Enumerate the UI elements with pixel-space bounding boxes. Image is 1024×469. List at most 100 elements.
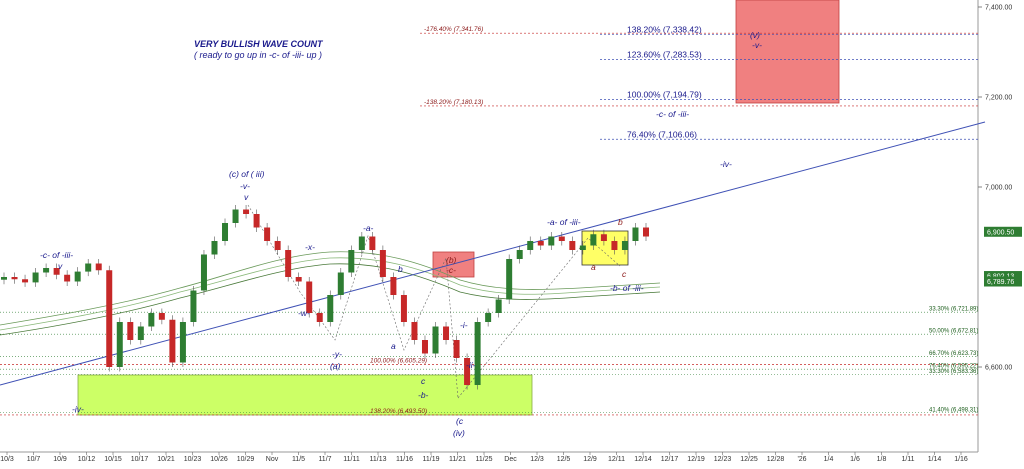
candle-body [95,263,102,271]
trendline [0,121,986,386]
x-tick-label: 12/23 [714,456,732,463]
candle-body [190,290,197,322]
ma-line-3 [0,263,661,336]
candle-body [400,295,407,322]
candle-body [611,241,618,250]
candle-body [211,241,218,255]
wave-label: -v- [752,40,762,50]
candle-body [590,234,597,246]
x-tick-label: 12/28 [767,456,785,463]
candle-body [348,250,355,273]
fib-label-green: 66.70% (6,623.73) [929,351,978,357]
fib-label-green: 50.00% (6,672.81) [929,329,978,335]
y-tick-label: 7,400.00 [985,5,1012,12]
fib-label-red: -176.40% (7,341.76) [424,26,483,33]
candle-body [285,250,292,277]
candle-body [537,241,544,246]
x-tick-label: 1/16 [954,456,968,463]
b-box [432,251,475,278]
x-tick-label: 10/9 [53,456,67,463]
candle-body [137,326,144,340]
candle-body [85,263,92,272]
x-tick-label: 11/21 [449,456,466,463]
candle-body [411,322,418,340]
candle-body [53,268,60,275]
candle-body [600,234,607,241]
y-tick-label: 7,000.00 [985,185,1012,192]
candle-body [453,340,460,358]
candle-body [464,358,471,385]
wave-label: (c [456,416,464,426]
candle-body [474,322,481,385]
candle-body [243,209,250,214]
moving-averages [0,251,661,336]
x-tick-label: 10/29 [237,456,255,463]
wave-label: -v- [240,181,250,191]
candle-body [643,227,649,237]
x-tick-label: 12/17 [661,456,679,463]
x-tick-label: 1/11 [901,456,914,463]
candle-body [558,236,565,241]
price-tag-label: 6,900.50 [987,229,1014,236]
candle-body [390,277,397,295]
wave-label: -b- of -iii- [610,283,644,293]
fib-label-blue: 100.00% (7,194.79) [627,89,702,99]
candle-body [548,236,555,246]
x-tick-label: 11/25 [476,456,493,463]
wave-label: -iv- [720,159,732,169]
y-tick-label: 7,200.00 [985,95,1012,102]
x-tick-label: 12/3 [530,456,544,463]
candle-body [264,227,271,241]
wave-label: (a) [330,361,341,371]
candle-body [506,259,513,300]
candle-body [127,322,134,340]
candle-body [169,319,176,363]
candle-body [632,227,639,241]
wave-label: v [58,261,63,271]
x-tick-label: 12/25 [740,456,758,463]
candle-body [253,214,260,228]
wave-label: c [421,376,426,386]
price-tag-label: 6,789.76 [987,279,1014,286]
candle-body [222,223,229,241]
candle-body [527,241,534,250]
wave-label: -c- of -iii- [656,109,689,119]
candle-body [369,236,376,250]
candle-body [200,254,207,291]
candle-body [569,241,576,250]
candle-body [116,322,123,367]
candle-body [358,236,365,250]
wave-label: a [591,262,596,272]
wave-label: (iv) [453,428,465,438]
candle-body [179,322,186,363]
wave-label: -c- [446,265,456,275]
fib-label-blue: 76.40% (7,106.06) [627,129,697,139]
x-tick-label: 10/17 [131,456,149,463]
wave-label: -ii- [466,360,476,370]
candle-body [43,268,50,273]
price-tag-box [984,271,1022,282]
candle-body [106,270,113,367]
x-tick-label: 11/19 [423,456,440,463]
wave-connector [247,204,459,399]
chart-title: VERY BULLISH WAVE COUNT [194,39,324,49]
x-tick-label: 10/7 [27,456,41,463]
fib-label-blue: 123.60% (7,283.53) [627,49,702,59]
x-axis-ticks: 10/3 10/7 10/9 10/12 10/15 10/17 10/21 10/23 10/… [0,452,968,463]
y-axis-ticks: 7,400.00 7,200.00 7,000.00 6,600.00 [978,5,1012,372]
wave-label: c [622,269,627,279]
candle-body [432,326,439,354]
candle-body [1,277,7,280]
x-tick-label: 11/5 [292,456,305,463]
x-tick-label: Nov [266,456,279,463]
wave-label: -a- [363,223,374,233]
x-tick-label: Dec [504,456,517,463]
wave-label: (v) [750,30,760,40]
x-tick-label: 1/6 [850,456,860,463]
candle-body [337,272,344,295]
candle-body [295,277,302,282]
price-tag-box [984,276,1022,287]
candle-body [516,250,523,259]
